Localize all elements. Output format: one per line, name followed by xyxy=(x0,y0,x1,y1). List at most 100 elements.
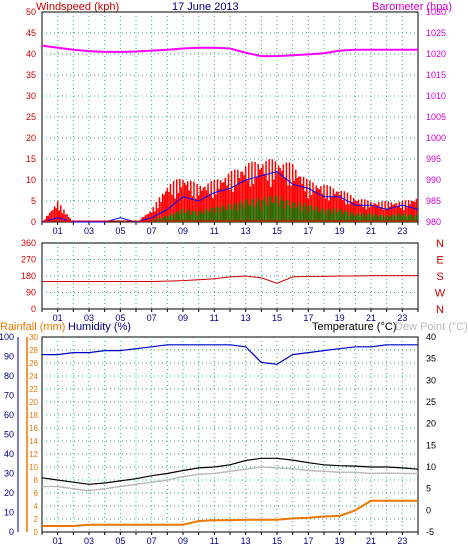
compass-label: N xyxy=(436,304,444,316)
dir-panel-x-tick: 07 xyxy=(147,313,157,323)
rain-y-tick: 2 xyxy=(34,515,39,524)
compass-label: W xyxy=(435,288,446,300)
dir-panel-x-tick: 01 xyxy=(53,313,63,323)
temp-panel-x-tick: 09 xyxy=(178,536,188,546)
dir-y-tick: 270 xyxy=(21,255,36,265)
temperature-line xyxy=(41,457,419,485)
rain-y-tick: 30 xyxy=(29,333,38,342)
temp-panel-x-tick: 07 xyxy=(147,536,157,546)
barometer-line xyxy=(41,44,418,58)
barometer-title: Barometer (hpa) xyxy=(372,1,452,13)
temp-panel-x-tick: 23 xyxy=(397,536,407,546)
rain-y-tick: 18 xyxy=(29,411,38,420)
dir-panel-x-tick: 09 xyxy=(178,313,188,323)
wind-y-tick: 40 xyxy=(26,49,36,59)
baro-y-tick: 1020 xyxy=(426,49,446,59)
wind-panel-x-tick: 13 xyxy=(241,226,251,236)
wind-panel-x-tick: 17 xyxy=(303,226,313,236)
humidity-y-tick: 0 xyxy=(9,527,14,537)
wind-panel-x-tick: 05 xyxy=(115,226,125,236)
temp-y-tick: 5 xyxy=(426,484,431,494)
dir-panel-x-tick: 13 xyxy=(241,313,251,323)
temp-y-tick: -5 xyxy=(426,527,434,537)
wind-panel-x-tick: 15 xyxy=(272,226,282,236)
humidity-y-tick: 80 xyxy=(4,371,14,381)
wind-y-tick: 15 xyxy=(26,154,36,164)
wind-y-tick: 10 xyxy=(26,175,36,185)
wind-panel-x-tick: 07 xyxy=(147,226,157,236)
wind-y-tick: 35 xyxy=(26,70,36,80)
temp-y-tick: 10 xyxy=(426,462,436,472)
wind-y-tick: 20 xyxy=(26,133,36,143)
rain-y-tick: 28 xyxy=(29,346,38,355)
wind-avg-line xyxy=(41,171,419,223)
baro-y-tick: 1005 xyxy=(426,112,446,122)
temp-y-tick: 20 xyxy=(426,419,436,429)
temp-panel-x-tick: 11 xyxy=(210,536,219,546)
humidity-line xyxy=(42,344,418,365)
dir-panel-x-tick: 15 xyxy=(272,313,282,323)
humidity-y-tick: 30 xyxy=(4,469,14,479)
compass-label: S xyxy=(436,271,443,283)
temp-y-tick: 15 xyxy=(426,440,436,450)
wind-y-tick: 45 xyxy=(26,28,36,38)
temperature-title: Temperature (°C) xyxy=(312,321,396,333)
rain-y-tick: 20 xyxy=(29,398,38,407)
temp-y-tick: 25 xyxy=(426,397,436,407)
wind-y-tick: 30 xyxy=(26,91,36,101)
wind-y-tick: 50 xyxy=(26,7,36,17)
rain-y-tick: 8 xyxy=(34,476,39,485)
temp-y-tick: 0 xyxy=(426,505,431,515)
dir-y-tick: 360 xyxy=(21,238,36,248)
dir-panel-x-tick: 05 xyxy=(115,313,125,323)
dir-y-tick: 180 xyxy=(21,271,36,281)
baro-y-tick: 980 xyxy=(426,217,441,227)
dir-panel-x-tick: 17 xyxy=(303,313,313,323)
humidity-y-tick: 100 xyxy=(0,332,14,342)
humidity-y-tick: 70 xyxy=(4,391,14,401)
dewpoint-line xyxy=(42,466,418,492)
rainfall-line xyxy=(42,499,418,527)
dir-panel-x-tick: 21 xyxy=(366,313,376,323)
humidity-title: Humidity (%) xyxy=(68,321,131,333)
temp-y-tick: 30 xyxy=(426,375,436,385)
rain-y-tick: 12 xyxy=(29,450,38,459)
baro-y-tick: 1015 xyxy=(426,70,446,80)
wind-panel-x-tick: 19 xyxy=(335,226,345,236)
dir-panel-x-tick: 11 xyxy=(210,313,219,323)
humidity-y-tick: 90 xyxy=(4,352,14,362)
dir-panel-x-tick: 19 xyxy=(335,313,345,323)
dir-y-tick: 90 xyxy=(26,288,36,298)
temp-y-tick: 35 xyxy=(426,354,436,364)
humidity-y-tick: 60 xyxy=(4,410,14,420)
temp-panel-x-tick: 03 xyxy=(84,536,94,546)
temp-panel-x-tick: 17 xyxy=(303,536,313,546)
wind-y-tick: 0 xyxy=(31,217,36,227)
rain-y-tick: 4 xyxy=(34,502,39,511)
temp-panel-x-tick: 19 xyxy=(335,536,345,546)
temp-y-tick: 40 xyxy=(426,332,436,342)
baro-y-tick: 1025 xyxy=(426,28,446,38)
rain-y-tick: 16 xyxy=(29,424,38,433)
baro-y-tick: 985 xyxy=(426,196,441,206)
wind-y-tick: 5 xyxy=(31,196,36,206)
wind-panel-x-tick: 11 xyxy=(210,226,219,236)
dir-panel-x-tick: 03 xyxy=(84,313,94,323)
rain-y-tick: 0 xyxy=(34,528,39,537)
dir-panel-x-tick: 23 xyxy=(397,313,407,323)
wind-panel-x-tick: 23 xyxy=(397,226,407,236)
baro-y-tick: 1000 xyxy=(426,133,446,143)
wind-panel-x-tick: 09 xyxy=(178,226,188,236)
compass-label: N xyxy=(436,238,444,250)
wind-y-tick: 25 xyxy=(26,112,36,122)
rain-y-tick: 6 xyxy=(34,489,39,498)
dir-y-tick: 0 xyxy=(31,304,36,314)
wind-title: Windspeed (kph) xyxy=(36,1,119,13)
wind-panel-x-tick: 21 xyxy=(366,226,376,236)
humidity-y-tick: 50 xyxy=(4,430,14,440)
rainfall-title: Rainfall (mm) xyxy=(0,321,65,333)
temp-panel-x-tick: 05 xyxy=(115,536,125,546)
temp-panel-x-tick: 13 xyxy=(241,536,251,546)
rain-y-tick: 22 xyxy=(29,385,38,394)
